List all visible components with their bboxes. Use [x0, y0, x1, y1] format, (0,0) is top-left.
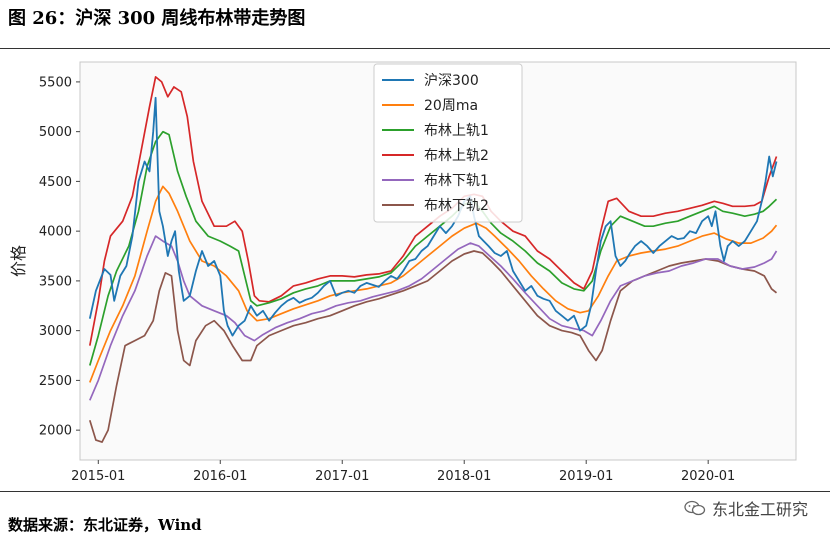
y-tick-label: 3000	[39, 324, 72, 339]
legend-label: 沪深300	[424, 73, 479, 89]
x-tick-label: 2015-01	[71, 469, 125, 484]
figure-title: 图 26：沪深 300 周线布林带走势图	[8, 8, 306, 29]
series-line-2	[89, 185, 778, 383]
top-divider	[0, 48, 830, 49]
wechat-icon	[684, 500, 706, 516]
y-axis-title: 价格	[9, 245, 28, 277]
y-tick-label: 4000	[39, 225, 72, 240]
y-tick-label: 3500	[39, 274, 72, 289]
y-tick-label: 5500	[39, 75, 72, 90]
x-tick-label: 2019-01	[559, 469, 613, 484]
legend-label: 布林下轨1	[424, 173, 489, 189]
legend-label: 20周ma	[424, 98, 478, 114]
series-line-5	[89, 235, 778, 401]
x-tick-label: 2017-01	[315, 469, 369, 484]
bollinger-chart: 2000 2500 3000 3500 4000 4500 5000 5500 2015-01 2…	[9, 61, 797, 484]
series-line-4	[88, 76, 778, 346]
x-tick-label: 2016-01	[193, 469, 247, 484]
y-tick-label: 5000	[39, 125, 72, 140]
series-line-3	[88, 130, 778, 366]
series-line-6	[88, 250, 778, 443]
y-tick-label: 2500	[39, 374, 72, 389]
y-tick-label: 2000	[39, 424, 72, 439]
x-tick-label: 2018-01	[437, 469, 491, 484]
legend-box	[373, 63, 523, 223]
bottom-divider	[0, 491, 830, 492]
legend-label: 布林上轨2	[424, 148, 489, 164]
legend-label: 布林下轨2	[424, 198, 489, 214]
watermark-text: 东北金工研究	[711, 500, 808, 519]
y-tick-label: 4500	[39, 175, 72, 190]
x-tick-label: 2020-01	[681, 469, 735, 484]
watermark: 东北金工研究	[684, 496, 808, 520]
legend-label: 布林上轨1	[424, 123, 489, 139]
source-note: 数据来源：东北证券，Wind	[8, 516, 202, 534]
series-line-1	[88, 96, 778, 337]
